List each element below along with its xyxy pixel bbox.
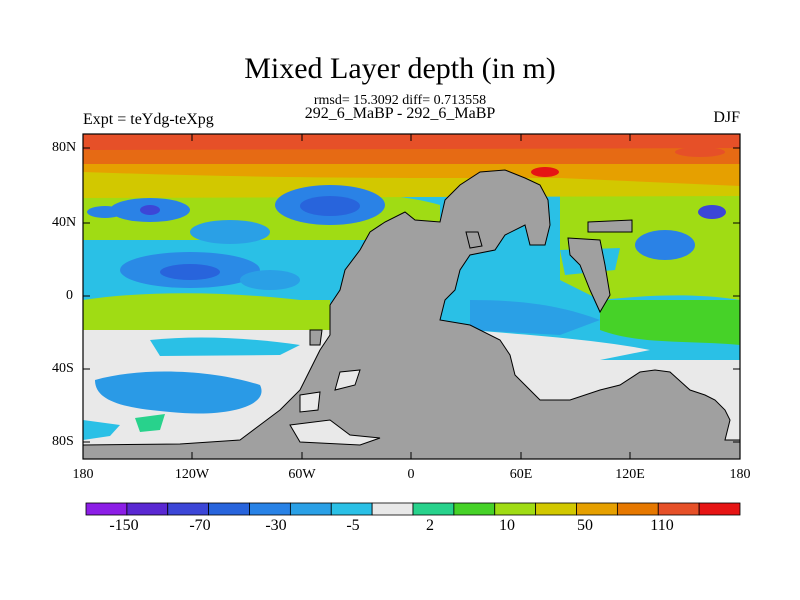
stats-line: rmsd= 15.3092 diff= 0.713558 [313,93,487,108]
lat-label-eq: 0 [66,288,73,303]
colorbar-box [371,502,414,516]
colorbar-box [698,502,741,516]
lon-label-120e: 120E [615,467,645,482]
lon-label-120w: 120W [174,467,210,482]
lat-label-40n: 40N [52,215,77,230]
lon-label-180w: 180 [72,467,94,482]
axis-ticks [83,134,740,459]
land-east-peninsula [567,237,611,314]
colorbar-box [126,502,169,516]
colorbar-box [208,502,250,516]
map-field [83,134,740,459]
lon-label-60w: 60W [288,467,316,482]
colorbar-box [453,502,496,516]
subtitle-right: DJF [713,109,740,126]
lon-label-60e: 60E [509,467,533,482]
colorbar [85,502,741,516]
colorbar-box [616,502,659,516]
colorbar-label: -5 [346,517,360,534]
colorbar-label: 110 [650,517,674,534]
lat-label-80s: 80S [52,434,74,449]
land-island [587,219,633,233]
colorbar-box [330,502,373,516]
lon-label-0: 0 [407,467,415,482]
colorbar-box [535,502,577,516]
southern-cyan-patches [95,371,262,414]
colorbar-label: 2 [426,517,434,534]
lon-label-180e: 180 [729,467,751,482]
colorbar-box [657,502,700,516]
colorbar-label: -150 [109,517,139,534]
colorbar-label: -70 [189,517,211,534]
lat-label-40s: 40S [52,361,74,376]
colorbar-box [412,502,455,516]
colorbar-box [576,502,618,516]
subtitle-left: Expt = teYdg-teXpg [83,111,214,128]
colorbar-box [249,502,291,516]
chart-title: Mixed Layer depth (in m) [244,52,556,85]
subtitle-center: 292_6_MaBP - 292_6_MaBP [304,105,496,122]
colorbar-box [289,502,332,516]
colorbar-box [167,502,210,516]
colorbar-box [85,502,128,516]
colorbar-label: 10 [499,517,515,534]
colorbar-box [494,502,537,516]
colorbar-label: -30 [265,517,287,534]
lat-label-80n: 80N [52,140,77,155]
colorbar-label: 50 [577,517,593,534]
land-pangaea-north [83,169,740,459]
